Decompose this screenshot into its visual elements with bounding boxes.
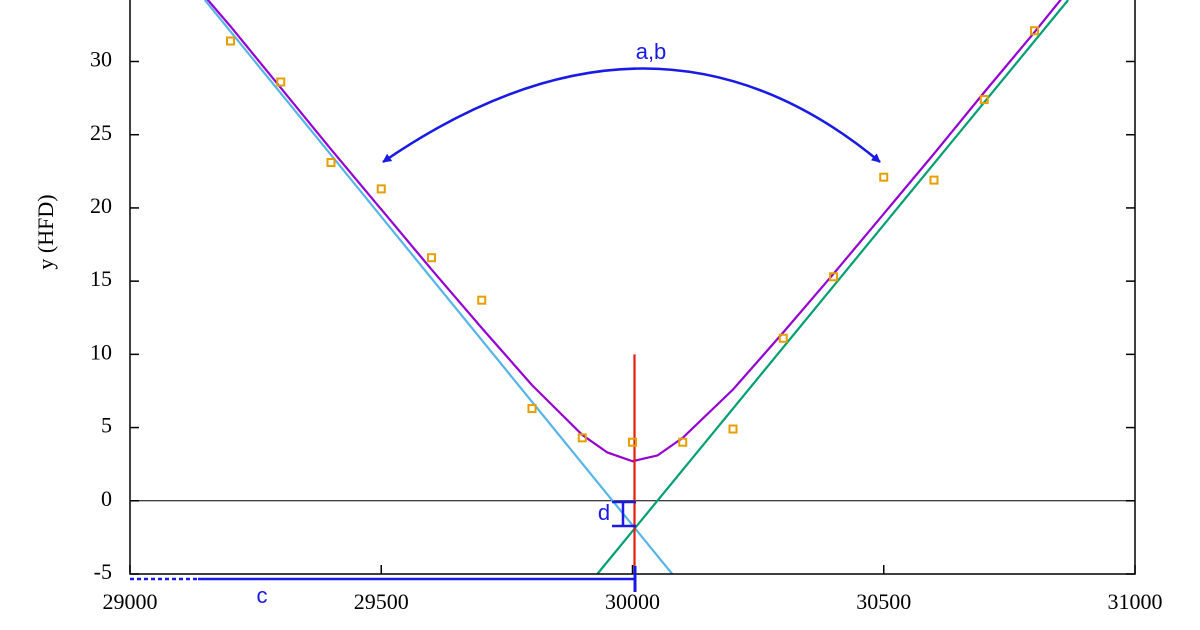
x-tick-label: 29500	[354, 589, 409, 614]
y-tick-label: 10	[90, 339, 112, 364]
x-tick-label: 30000	[605, 589, 660, 614]
line	[206, 0, 1062, 463]
annotation: a,b	[636, 39, 667, 64]
point	[226, 36, 235, 46]
y-tick-label: 30	[90, 47, 112, 72]
annotation: c	[257, 583, 268, 608]
point	[376, 184, 386, 194]
data-layer	[204, 0, 1070, 574]
x-tick-label: 31000	[1108, 589, 1163, 614]
point	[728, 424, 738, 434]
point	[879, 172, 889, 182]
y-tick-label: 25	[90, 120, 112, 145]
y-tick-label: 5	[101, 413, 112, 438]
annotation-arrow	[382, 67, 881, 164]
point	[778, 333, 788, 343]
point	[427, 253, 436, 263]
axes-layer: -5 0 5 10 15 20 25 30 29000 29500 30000 30500 31000	[90, 47, 1163, 615]
point	[829, 272, 838, 282]
point	[979, 95, 989, 105]
line	[204, 0, 674, 574]
y-tick-label: -5	[94, 559, 112, 584]
x-tick-label: 30500	[856, 589, 911, 614]
point	[628, 437, 637, 447]
y-tick-label: 20	[90, 193, 112, 218]
point	[326, 158, 336, 168]
point	[1030, 26, 1039, 36]
annotation-bracket	[612, 500, 636, 528]
line	[596, 0, 1070, 574]
point	[678, 437, 688, 447]
annotation: d	[598, 500, 610, 525]
point	[577, 433, 587, 443]
point	[527, 404, 537, 414]
plot-frame	[129, 0, 1136, 575]
frame-layer	[129, 0, 1136, 575]
point	[477, 295, 487, 305]
y-tick-label: 15	[90, 266, 112, 291]
point	[929, 175, 939, 185]
y-tick-label: 0	[101, 486, 112, 511]
point	[276, 77, 286, 87]
x-tick-label: 29000	[103, 589, 158, 614]
y-axis-label: y (HFD)	[33, 194, 58, 269]
